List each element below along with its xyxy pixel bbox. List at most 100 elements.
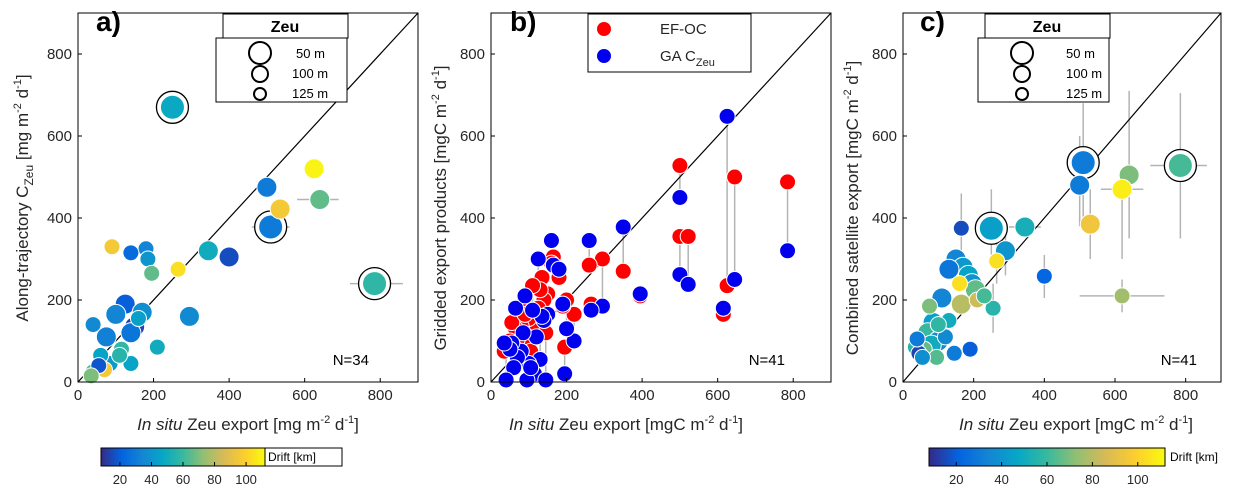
panel-c-legend-marker-50m (1010, 41, 1034, 65)
panel-b-x-ticks: 0 200 400 600 800 (487, 378, 806, 404)
panel-b-y-axis-label: Gridded export products [mgC m-2 d-1] (430, 65, 450, 350)
panel-a-point (303, 158, 325, 180)
panel-a-size-legend: Zeu 50 m 100 m 125 m (215, 13, 349, 103)
panel-b-point-ga-czeu (507, 299, 525, 317)
panel-c-point (908, 330, 926, 348)
panel-c-legend-marker-125m (1015, 87, 1029, 101)
panel-c-y-axis-label: Combined satellite export [mgC m-2 d-1] (842, 61, 862, 356)
panel-c-point (928, 348, 946, 366)
panel-c-legend-entry-100m: 100 m (1066, 66, 1102, 81)
panel-c-x-tick-label: 200 (961, 387, 986, 404)
panel-b-x-tick-label: 400 (630, 387, 655, 404)
panel-c-label: c) (920, 6, 945, 37)
panel-a-n-count: N=34 (333, 352, 369, 369)
panel-c-y-ticks: 0 200 400 600 800 (872, 46, 907, 391)
colorbar-c-title: Drift [km] (1170, 450, 1218, 464)
panel-b-point-ga-czeu (497, 371, 515, 389)
panel-b-legend-marker-ga-czeu (597, 49, 611, 63)
colorbar-c: Drift [km] 20 40 60 80 100 (928, 447, 1218, 487)
panel-a-points (82, 90, 392, 385)
panel-b: 0 200 400 600 800 0 200 400 600 800 b) N=41 In s… (430, 6, 832, 434)
panel-b-y-tick-label: 800 (460, 46, 485, 63)
panel-a-y-tick-label: 200 (47, 292, 72, 309)
panel-b-point-ga-czeu (558, 320, 576, 338)
panel-a-legend-box (215, 37, 348, 103)
panel-b-point-ga-czeu (522, 359, 540, 377)
panel-c-y-tick-label: 0 (889, 374, 897, 391)
panel-a-y-tick-label: 800 (47, 46, 72, 63)
panel-a-point (139, 250, 157, 268)
panel-c-axes-frame (902, 12, 1222, 383)
panel-a-point (143, 264, 161, 282)
panel-c-x-tick-label: 0 (899, 387, 907, 404)
panel-c-x-tick-label: 600 (1102, 387, 1127, 404)
panel-b-legend: EF-OC GA CZeu (587, 13, 752, 73)
panel-b-y-tick-label: 600 (460, 128, 485, 145)
panel-c-legend-title: Zeu (1033, 19, 1061, 36)
panel-a-point (84, 316, 102, 334)
panel-b-point-ef-oc (679, 227, 697, 245)
panel-c-point (988, 252, 1006, 270)
colorbar-tick-label: 80 (207, 472, 221, 487)
colorbar-tick-label: 80 (1085, 472, 1099, 487)
panel-b-point-ga-czeu (671, 189, 689, 206)
panel-b-point-ef-oc (580, 256, 598, 274)
panel-a-legend-entry-50m: 50 m (296, 46, 325, 61)
panel-c-point (984, 299, 1002, 317)
panel-c-point (1069, 174, 1091, 196)
panel-b-legend-box (587, 13, 752, 73)
panel-a-legend-marker-100m (251, 65, 269, 83)
panel-c-point (952, 219, 970, 237)
panel-c-point (1014, 216, 1036, 238)
panel-b-point-ga-czeu (537, 371, 555, 389)
panel-b-point-ga-czeu (529, 250, 547, 268)
panel-a-axes-frame (77, 12, 419, 383)
panel-c-point (978, 215, 1004, 241)
panel-b-legend-marker-ef-oc (597, 22, 611, 36)
colorbar-a-title: Drift [km] (268, 450, 316, 464)
panel-c-point (921, 297, 938, 315)
colorbar-tick-label: 100 (1127, 472, 1149, 487)
panel-c: 0 200 400 600 800 0 200 400 600 800 c) N=41 In s… (842, 6, 1222, 434)
panel-a-point (309, 189, 331, 211)
panel-b-point-ga-czeu (505, 359, 523, 377)
panel-b-point-ga-czeu (516, 287, 534, 305)
panel-c-point (929, 316, 947, 334)
panel-a-point (169, 260, 187, 278)
panel-c-y-tick-label: 400 (872, 210, 897, 227)
panel-a-point (105, 303, 127, 325)
panel-b-point-ga-czeu (679, 275, 697, 293)
colorbar-tick-label: 60 (176, 472, 190, 487)
panel-c-legend-entry-50m: 50 m (1066, 46, 1095, 61)
panel-c-point (975, 287, 993, 305)
panel-c-legend-entry-125m: 125 m (1066, 86, 1102, 101)
panel-b-point-ga-czeu (542, 232, 560, 250)
colorbar-a: Drift [km] 20 40 60 80 100 (100, 447, 343, 487)
panel-b-point-ga-czeu (726, 271, 744, 288)
panel-b-point-ef-oc (779, 173, 797, 191)
panel-a-x-tick-label: 0 (74, 387, 82, 404)
panel-c-point (950, 293, 972, 315)
colorbar-tick-label: 20 (113, 472, 127, 487)
colorbar-tick-label: 20 (949, 472, 963, 487)
panel-b-n-count: N=41 (749, 352, 785, 369)
panel-a-point (269, 198, 291, 220)
colorbar-tick-label: 100 (235, 472, 257, 487)
panel-c-point (961, 340, 979, 358)
panel-b-axes-frame (490, 12, 832, 383)
panel-a-point (148, 338, 166, 356)
panel-b-point-ga-czeu (718, 107, 736, 125)
panel-c-n-count: N=41 (1161, 352, 1197, 369)
panel-a-legend-title: Zeu (271, 19, 299, 36)
panel-a-x-axis-label: In situ Zeu export [mg m-2 d-1] (137, 414, 359, 434)
panel-a-point (103, 238, 121, 256)
panel-b-label: b) (510, 6, 536, 37)
panel-b-point-ef-oc (671, 157, 689, 175)
panel-b-points (495, 107, 797, 389)
panel-c-point (951, 275, 969, 293)
colorbar-tick-label: 40 (994, 472, 1008, 487)
panel-c-legend-box (977, 37, 1110, 103)
panel-b-point-ga-czeu (554, 295, 572, 313)
panel-b-point-ef-oc (726, 168, 744, 186)
